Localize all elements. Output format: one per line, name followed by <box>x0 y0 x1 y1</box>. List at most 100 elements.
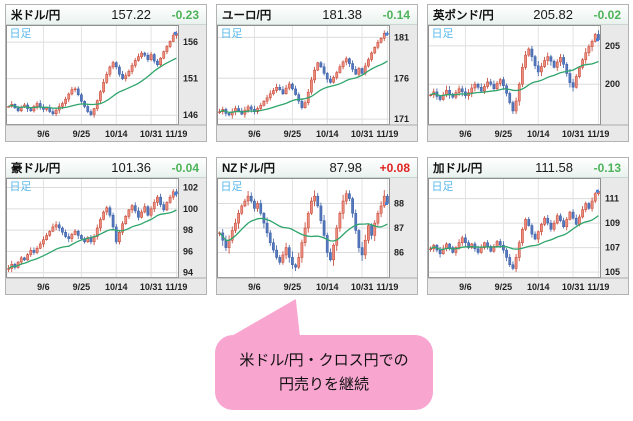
last-price: 205.82 <box>533 7 573 22</box>
svg-text:10/14: 10/14 <box>105 129 128 139</box>
svg-text:86: 86 <box>394 248 404 258</box>
last-price: 101.36 <box>111 160 151 175</box>
last-price: 87.98 <box>329 160 362 175</box>
price-change: -0.14 <box>382 7 410 22</box>
candlestick-chart: 94 96 98 100 102 9/6 9/25 10/14 10/31 11/19 日足 <box>6 178 206 294</box>
svg-text:98: 98 <box>183 225 193 235</box>
bubble-text-line2: 円売りを継続 <box>278 375 369 393</box>
chart-panel-cad-jpy[interactable]: 加ドル/円 111.58 -0.13 105 107 109 111 9/6 9/25 10… <box>427 157 629 295</box>
svg-text:96: 96 <box>183 246 193 256</box>
svg-text:10/14: 10/14 <box>316 129 339 139</box>
candlestick-chart: 171 176 181 9/6 9/25 10/14 10/31 11/19 日足 <box>217 25 417 141</box>
svg-text:156: 156 <box>183 37 198 47</box>
panel-header: 英ポンド/円 205.82 -0.02 <box>428 5 628 25</box>
price-change: -0.02 <box>593 7 621 22</box>
svg-text:日足: 日足 <box>432 28 454 40</box>
svg-text:9/25: 9/25 <box>73 129 91 139</box>
svg-text:日足: 日足 <box>221 28 243 40</box>
svg-text:88: 88 <box>394 199 404 209</box>
svg-text:111: 111 <box>605 194 619 204</box>
svg-text:205: 205 <box>605 41 620 51</box>
svg-text:9/25: 9/25 <box>495 129 513 139</box>
svg-text:9/6: 9/6 <box>37 282 50 292</box>
svg-text:10/14: 10/14 <box>105 282 128 292</box>
svg-text:10/14: 10/14 <box>527 282 550 292</box>
svg-text:10/14: 10/14 <box>316 282 339 292</box>
price-change: -0.23 <box>171 7 199 22</box>
svg-text:10/31: 10/31 <box>351 129 374 139</box>
pair-name: ユーロ/円 <box>222 9 272 22</box>
chart-panel-eur-jpy[interactable]: ユーロ/円 181.38 -0.14 171 176 181 9/6 9/25 10/14… <box>216 4 418 142</box>
svg-text:94: 94 <box>183 268 193 278</box>
pair-name: 豪ドル/円 <box>11 162 61 175</box>
candlestick-chart: 105 107 109 111 9/6 9/25 10/14 10/31 11/19 日足 <box>428 178 628 294</box>
candlestick-chart: 86 87 88 9/6 9/25 10/14 10/31 11/19 日足 <box>217 178 417 294</box>
candles-svg-nzd-jpy: 86 87 88 9/6 9/25 10/14 10/31 11/19 日足 <box>217 178 417 294</box>
svg-text:10/31: 10/31 <box>562 282 585 292</box>
pair-name: NZドル/円 <box>222 162 276 175</box>
candles-svg-eur-jpy: 171 176 181 9/6 9/25 10/14 10/31 11/19 日足 <box>217 25 417 141</box>
svg-text:200: 200 <box>605 79 620 89</box>
candlestick-chart: 200 205 9/6 9/25 10/14 10/31 11/19 日足 <box>428 25 628 141</box>
svg-text:176: 176 <box>394 73 409 83</box>
pair-name: 英ポンド/円 <box>433 9 494 22</box>
svg-text:9/6: 9/6 <box>459 282 472 292</box>
chart-panel-gbp-jpy[interactable]: 英ポンド/円 205.82 -0.02 200 205 9/6 9/25 10/14 10… <box>427 4 629 142</box>
svg-text:9/25: 9/25 <box>495 282 513 292</box>
panel-header: 加ドル/円 111.58 -0.13 <box>428 158 628 178</box>
last-price: 181.38 <box>322 7 362 22</box>
svg-text:日足: 日足 <box>221 181 243 193</box>
svg-text:146: 146 <box>183 110 198 120</box>
speech-bubble-tail <box>230 299 300 337</box>
svg-text:11/19: 11/19 <box>376 282 398 292</box>
panel-header: 豪ドル/円 101.36 -0.04 <box>6 158 206 178</box>
chart-panel-usd-jpy[interactable]: 米ドル/円 157.22 -0.23 146 151 156 9/6 9/25 10/14… <box>5 4 207 142</box>
svg-text:10/14: 10/14 <box>527 129 550 139</box>
svg-text:日足: 日足 <box>10 28 32 40</box>
price-change: -0.04 <box>171 160 199 175</box>
svg-text:100: 100 <box>183 204 198 214</box>
panel-header: ユーロ/円 181.38 -0.14 <box>217 5 417 25</box>
candles-svg-cad-jpy: 105 107 109 111 9/6 9/25 10/14 10/31 11/19 日足 <box>428 178 628 294</box>
svg-text:87: 87 <box>394 223 404 233</box>
last-price: 157.22 <box>111 7 151 22</box>
price-change: -0.13 <box>593 160 621 175</box>
svg-text:11/19: 11/19 <box>376 129 398 139</box>
svg-text:日足: 日足 <box>10 181 32 193</box>
svg-text:11/19: 11/19 <box>165 282 187 292</box>
svg-text:107: 107 <box>605 243 620 253</box>
bubble-text-line1: 米ドル/円・クロス円での <box>239 352 409 370</box>
candles-svg-usd-jpy: 146 151 156 9/6 9/25 10/14 10/31 11/19 日足 <box>6 25 206 141</box>
price-change: +0.08 <box>379 160 410 175</box>
svg-text:102: 102 <box>183 183 198 193</box>
svg-text:日足: 日足 <box>432 181 454 193</box>
svg-text:11/19: 11/19 <box>165 129 187 139</box>
svg-text:151: 151 <box>183 74 198 84</box>
svg-text:9/6: 9/6 <box>248 129 261 139</box>
svg-text:11/19: 11/19 <box>587 129 609 139</box>
svg-text:9/6: 9/6 <box>459 129 472 139</box>
candles-svg-aud-jpy: 94 96 98 100 102 9/6 9/25 10/14 10/31 11/19 日足 <box>6 178 206 294</box>
pair-name: 加ドル/円 <box>433 162 483 175</box>
svg-text:9/25: 9/25 <box>284 129 302 139</box>
svg-text:10/31: 10/31 <box>140 282 163 292</box>
candles-svg-gbp-jpy: 200 205 9/6 9/25 10/14 10/31 11/19 日足 <box>428 25 628 141</box>
svg-text:181: 181 <box>394 32 409 42</box>
panel-header: NZドル/円 87.98 +0.08 <box>217 158 417 178</box>
svg-text:10/31: 10/31 <box>562 129 585 139</box>
svg-text:11/19: 11/19 <box>587 282 609 292</box>
candlestick-chart: 146 151 156 9/6 9/25 10/14 10/31 11/19 日足 <box>6 25 206 141</box>
speech-bubble: 米ドル/円・クロス円での 円売りを継続 <box>215 335 433 410</box>
panel-header: 米ドル/円 157.22 -0.23 <box>6 5 206 25</box>
pair-name: 米ドル/円 <box>11 9 61 22</box>
svg-text:171: 171 <box>394 114 409 124</box>
chart-panel-nzd-jpy[interactable]: NZドル/円 87.98 +0.08 86 87 88 9/6 9/25 10/14 10/… <box>216 157 418 295</box>
chart-panel-aud-jpy[interactable]: 豪ドル/円 101.36 -0.04 94 96 98 100 102 9/6 9/25 10… <box>5 157 207 295</box>
svg-text:105: 105 <box>605 267 620 277</box>
svg-text:10/31: 10/31 <box>140 129 163 139</box>
last-price: 111.58 <box>535 160 573 175</box>
svg-text:9/6: 9/6 <box>248 282 261 292</box>
svg-text:10/31: 10/31 <box>351 282 374 292</box>
svg-text:9/6: 9/6 <box>37 129 50 139</box>
